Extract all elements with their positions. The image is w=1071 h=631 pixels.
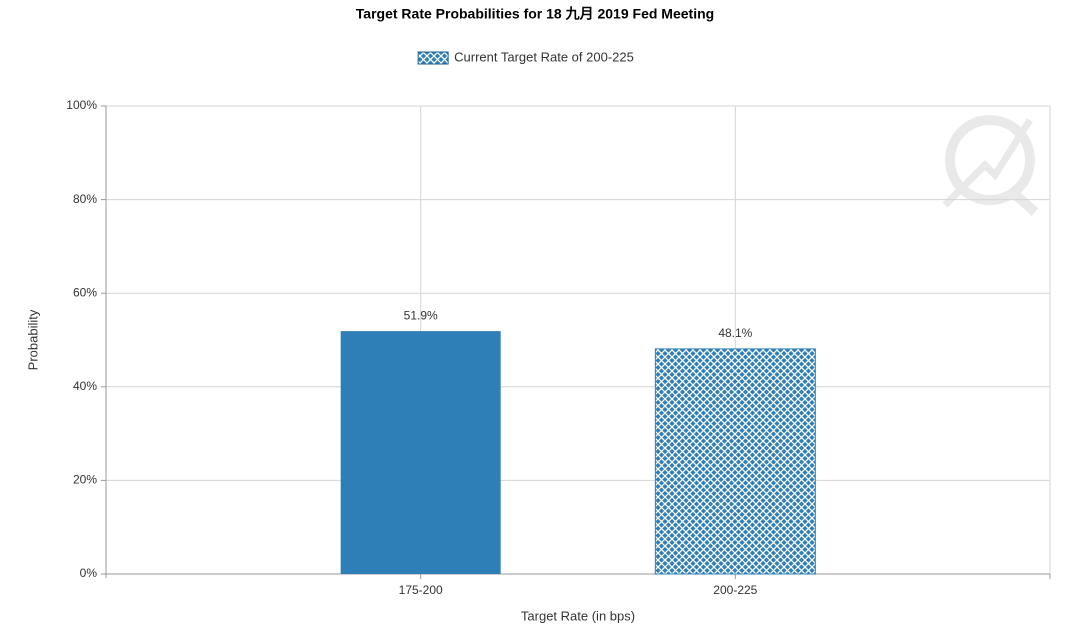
y-tick-label: 100%	[66, 98, 97, 112]
x-tick-label: 175-200	[399, 583, 443, 597]
y-tick-label: 60%	[73, 285, 97, 299]
y-tick-label: 20%	[73, 473, 97, 487]
legend-swatch	[417, 51, 449, 65]
chart-title: Target Rate Probabilities for 18 九月 2019…	[356, 6, 714, 22]
y-tick-label: 40%	[73, 379, 97, 393]
y-tick-label: 80%	[73, 192, 97, 206]
bar	[654, 348, 816, 575]
data-label: 51.9%	[404, 308, 438, 322]
x-tick-label: 200-225	[713, 583, 757, 597]
watermark	[942, 115, 1039, 216]
bar	[340, 331, 501, 574]
data-label: 48.1%	[718, 326, 752, 340]
x-axis-title: Target Rate (in bps)	[521, 608, 635, 623]
y-axis-title: Probability	[25, 309, 40, 370]
y-tick-label: 0%	[80, 566, 98, 580]
x-axis-title: Current Target Rate of 200-225	[454, 49, 634, 64]
